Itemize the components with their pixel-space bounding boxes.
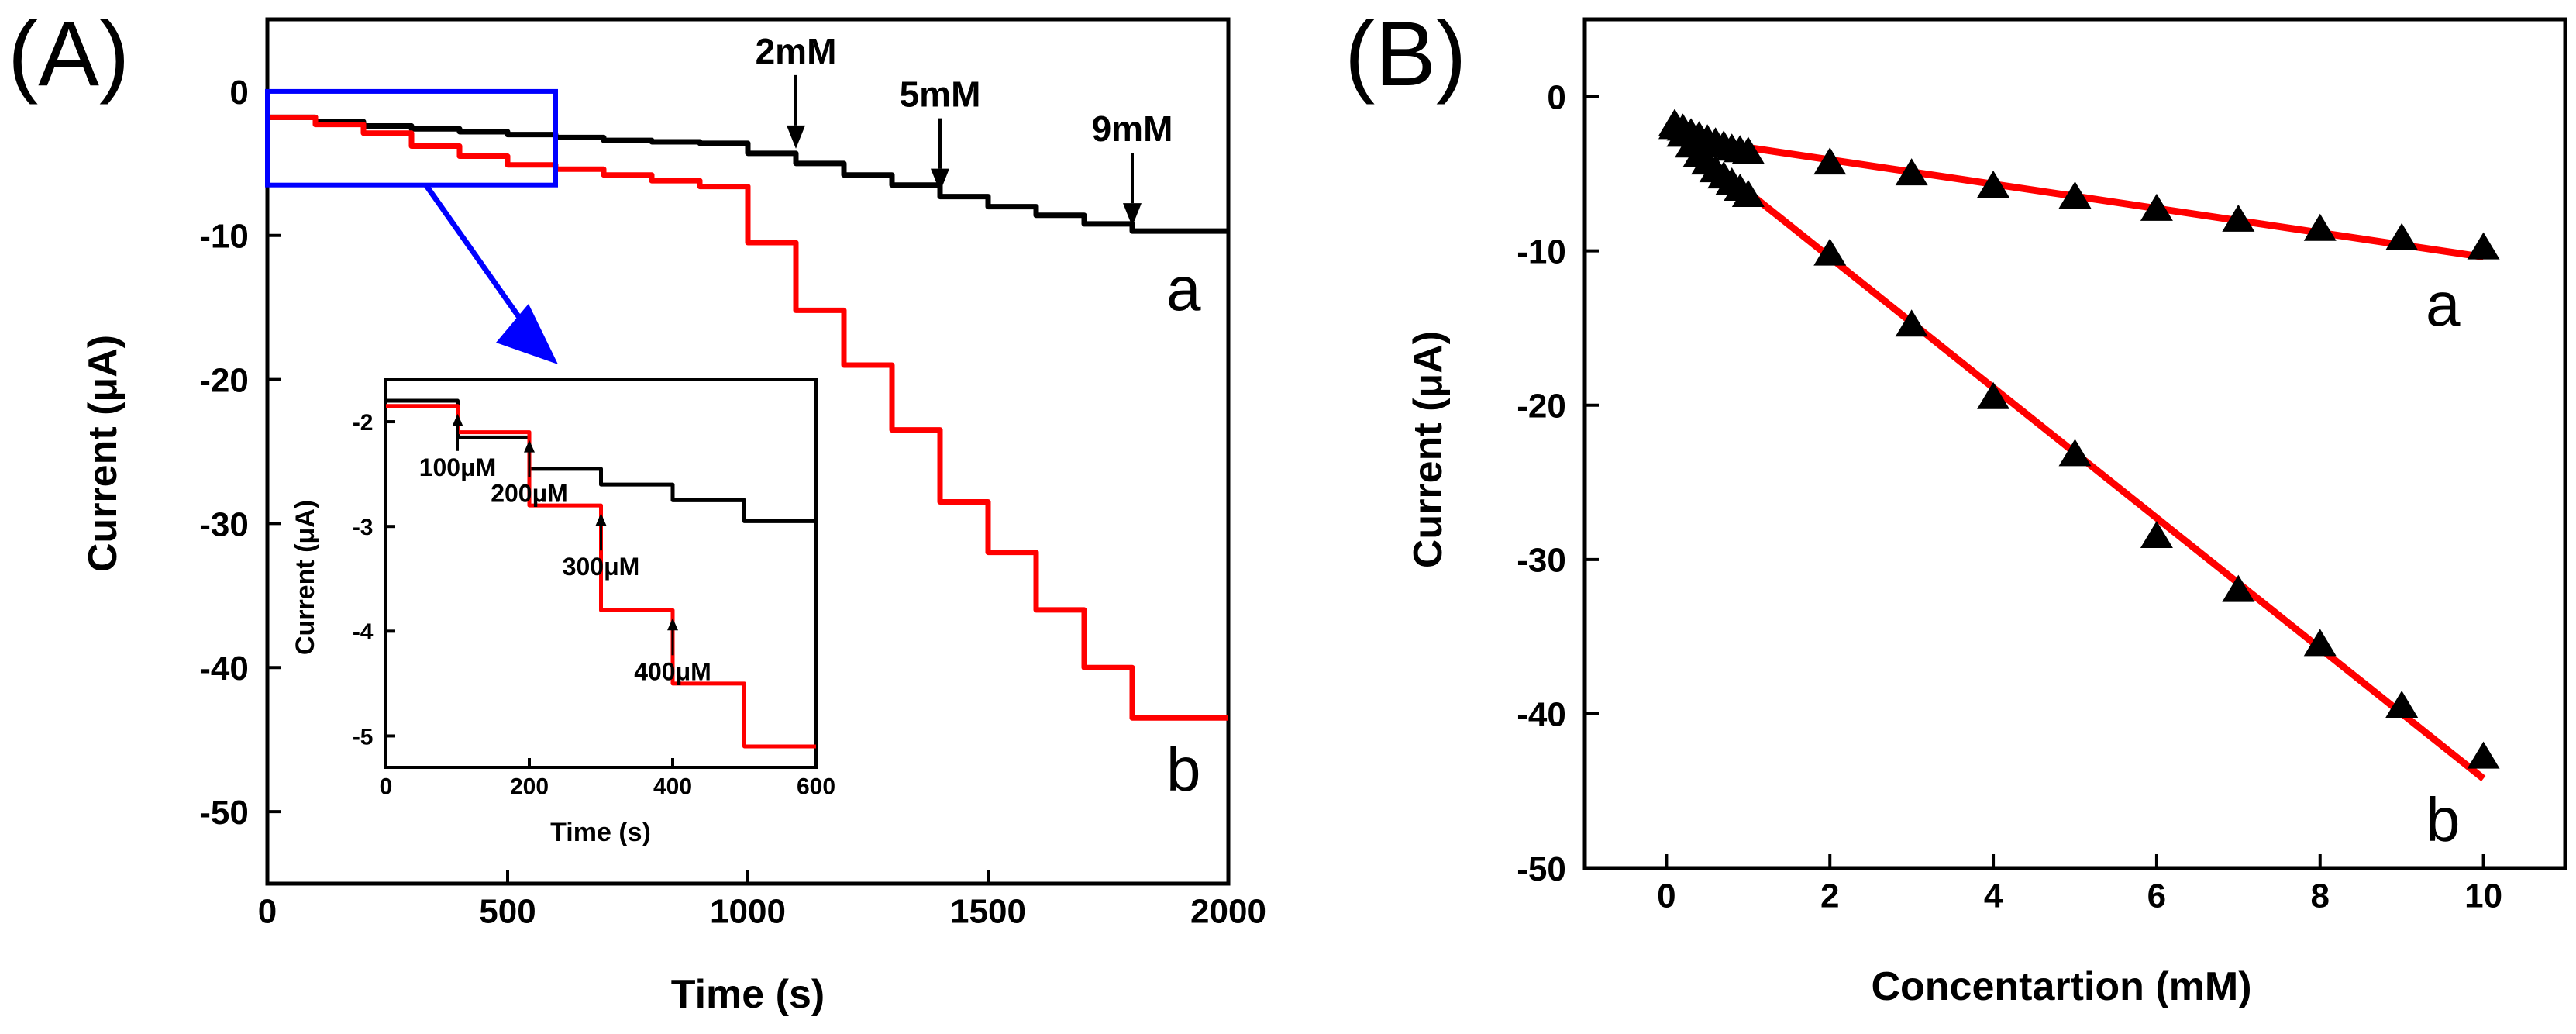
panel-a-x-tick-label: 2000 — [1190, 893, 1266, 931]
panel-a-annotation-9mM: 9mM — [1092, 109, 1173, 149]
panel-b-x-tick-label: 0 — [1657, 877, 1675, 915]
panel-a-x-tick-label: 500 — [479, 893, 536, 931]
panel-a-annotations: 2mM 5mM 9mM — [756, 31, 1173, 227]
panel-b-y-tick-label: -10 — [1517, 233, 1566, 271]
panel-a-arrow-2mM-head — [787, 125, 805, 149]
inset-arrow-300μM-head — [595, 513, 607, 526]
inset-x-tick-label: 0 — [380, 774, 393, 800]
inset-x-ticks: 0 200 400 600 — [380, 758, 835, 800]
inset-y-tick-label: -5 — [353, 724, 374, 750]
panel-b-point-a — [1977, 171, 2010, 198]
panel-b-point-b — [1813, 238, 1847, 266]
inset-y-tick-label: -2 — [353, 410, 374, 436]
inset-y-tick-label: -4 — [353, 619, 374, 645]
panel-b-point-b — [2058, 439, 2092, 467]
panel-a-zoom-arrow-head — [496, 304, 558, 364]
panel-b-point-a — [2385, 222, 2419, 250]
panel-a-y-tick-label: -50 — [199, 794, 249, 832]
inset-arrow-100μM-head — [452, 413, 463, 426]
panel-b-point-a — [1813, 147, 1847, 175]
panel-a-zoom-arrow-shaft — [423, 183, 537, 342]
panel-a-annotation-5mM: 5mM — [900, 74, 981, 115]
panel-a-x-ticks: 0 500 1000 1500 2000 — [258, 870, 1266, 931]
panel-b-y-tick-label: -50 — [1517, 850, 1566, 888]
panel-a-series — [267, 114, 1228, 721]
panel-b-point-b — [2303, 629, 2337, 657]
inset-x-tick-label: 400 — [653, 774, 692, 800]
panel-a-x-axis-title: Time (s) — [671, 972, 825, 1017]
panel-a-series-a-line — [267, 114, 1228, 234]
panel-a-arrow-5mM-head — [931, 168, 949, 192]
panel-b-point-b — [1977, 381, 2010, 409]
panel-b-y-axis-title: Current (μA) — [1406, 331, 1451, 568]
panel-b-y-tick-label: 0 — [1547, 78, 1565, 116]
panel-b-x-tick-label: 4 — [1984, 877, 2003, 915]
panel-a-curve-label-b: b — [1166, 735, 1201, 804]
panel-b-point-b — [2222, 574, 2255, 602]
panel-a-arrow-9mM-head — [1123, 203, 1142, 227]
panel-b-point-b — [2140, 520, 2173, 548]
panel-b-x-tick-label: 10 — [2464, 877, 2502, 915]
panel-b-point-b — [1895, 309, 1928, 337]
panel-label-a: (A) — [8, 3, 129, 105]
inset-annotation-100μM: 100μM — [419, 453, 497, 481]
panel-a-y-tick-label: -30 — [199, 505, 249, 543]
panel-a-y-tick-label: -40 — [199, 650, 249, 688]
panel-a-inset: -2 -3 -4 -5 0 200 400 600 Time (s) Current (μA… — [291, 378, 835, 847]
panel-b-x-tick-label: 6 — [2147, 877, 2166, 915]
panel-a-series-b-line — [267, 114, 1228, 721]
inset-y-tick-label: -3 — [353, 515, 374, 540]
panel-a-zoom-arrow — [423, 183, 558, 364]
panel-b-x-axis-title: Concentartion (mM) — [1871, 964, 2251, 1009]
inset-arrow-200μM-head — [524, 439, 535, 453]
panel-b-point-b — [2385, 690, 2419, 718]
panel-a-y-tick-label: -10 — [199, 218, 249, 256]
inset-annotation-300μM: 300μM — [563, 553, 640, 581]
panel-b-point-a — [2222, 204, 2255, 232]
panel-b-y-tick-label: -40 — [1517, 696, 1566, 734]
panel-a-zoom-box — [265, 88, 558, 188]
panel-b-points — [1658, 109, 2500, 769]
panel-b-curve-label-a: a — [2426, 270, 2461, 339]
panel-b-point-a — [2058, 181, 2092, 209]
panel-b-chart: 0 -10 -20 -30 -40 -50 0 2 4 6 8 10 Concentartion (… — [1406, 17, 2567, 1009]
inset-annotation-400μM: 400μM — [634, 657, 711, 685]
panel-a-y-ticks: 0 -10 -20 -30 -40 -50 — [199, 74, 281, 832]
panel-b-y-tick-label: -30 — [1517, 542, 1566, 580]
inset-y-axis-title: Current (μA) — [291, 500, 320, 655]
panel-b-point-a — [1731, 136, 1765, 164]
panel-a-x-tick-label: 1500 — [950, 893, 1026, 931]
panel-b-point-a — [2467, 232, 2500, 260]
inset-y-ticks: -2 -3 -4 -5 — [353, 410, 395, 750]
panel-a-chart: 0-10-20-30-40-50 0 500 1000 1500 2000 Time (… — [81, 17, 1266, 1017]
panel-b-x-tick-label: 2 — [1820, 877, 1839, 915]
panel-a-x-tick-label: 0 — [258, 893, 277, 931]
inset-x-axis-title: Time (s) — [550, 818, 651, 847]
panel-a-y-tick-label: -20 — [199, 361, 249, 399]
panel-label-b: (B) — [1345, 3, 1466, 105]
panel-b-frame — [1582, 17, 2567, 870]
inset-annotation-200μM: 200μM — [491, 480, 568, 508]
panel-b-y-ticks: 0 -10 -20 -30 -40 -50 — [1517, 78, 1599, 888]
panel-a-y-tick-label: 0 — [229, 74, 248, 112]
panel-a-y-axis-title: Current (μA) — [81, 335, 126, 572]
panel-b-point-a — [1895, 158, 1928, 186]
panel-b-point-b — [1731, 179, 1765, 207]
panel-b-x-ticks: 0 2 4 6 8 10 — [1657, 854, 2502, 915]
inset-x-tick-label: 200 — [510, 774, 549, 800]
inset-arrow-400μM-head — [667, 618, 678, 631]
panel-a-curve-label-a: a — [1166, 254, 1201, 323]
panel-a-x-tick-label: 1000 — [710, 893, 786, 931]
panel-b-point-b — [2467, 741, 2500, 769]
panel-b-x-tick-label: 8 — [2311, 877, 2330, 915]
panel-a-annotation-2mM: 2mM — [756, 31, 837, 71]
panel-b-curve-label-b: b — [2426, 785, 2461, 854]
panel-b-y-tick-label: -20 — [1517, 388, 1566, 426]
panel-b-point-a — [2303, 213, 2337, 241]
inset-x-tick-label: 600 — [797, 774, 835, 800]
panel-b-point-a — [2140, 193, 2173, 221]
